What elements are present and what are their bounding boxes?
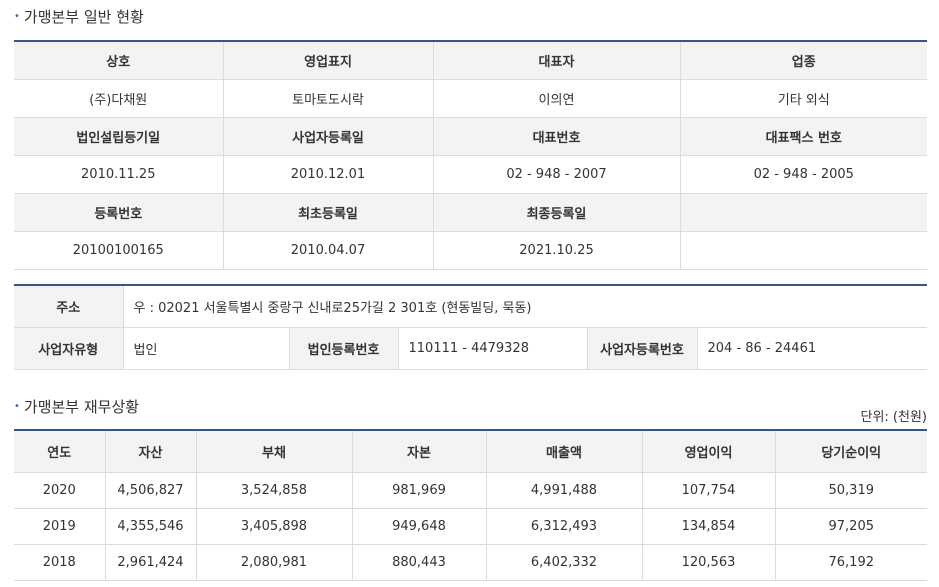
value-phone: 02 - 948 - 2007 <box>432 154 681 194</box>
cell-revenue: 6,312,493 <box>485 507 643 545</box>
value-last-registration: 2021.10.25 <box>432 230 681 270</box>
general-section-title: • 가맹본부 일반 현황 <box>14 6 144 27</box>
biz-type-label: 사업자유형 <box>14 326 124 370</box>
value-brand: 토마토도시락 <box>222 78 434 118</box>
header-incorporation-date: 법인설립등기일 <box>14 116 224 156</box>
cell-net-income: 76,192 <box>774 543 927 581</box>
header-industry: 업종 <box>679 40 927 80</box>
header-phone: 대표번호 <box>432 116 681 156</box>
general-header-row-2: 법인설립등기일 사업자등록일 대표번호 대표팩스 번호 <box>14 116 927 156</box>
cell-year: 2019 <box>14 507 106 545</box>
address-label: 주소 <box>14 284 124 328</box>
value-representative: 이의연 <box>432 78 681 118</box>
address-value: 우 : 02021 서울특별시 중랑구 신내로25가길 2 301호 (현동빌딩… <box>122 284 928 328</box>
cell-net-income: 50,319 <box>774 471 927 509</box>
cell-assets: 2,961,424 <box>104 543 197 581</box>
value-first-registration: 2010.04.07 <box>222 230 434 270</box>
header-registration-number: 등록번호 <box>14 192 224 232</box>
cell-equity: 880,443 <box>351 543 487 581</box>
finance-header-row: 연도 자산 부채 자본 매출액 영업이익 당기순이익 <box>14 429 927 473</box>
cell-net-income: 97,205 <box>774 507 927 545</box>
cell-operating-profit: 120,563 <box>641 543 776 581</box>
value-registration-number: 20100100165 <box>14 230 224 270</box>
finance-title-text: 가맹본부 재무상황 <box>23 398 140 416</box>
value-empty <box>679 230 927 270</box>
header-business-reg-date: 사업자등록일 <box>222 116 434 156</box>
address-row: 주소 우 : 02021 서울특별시 중랑구 신내로25가길 2 301호 (현… <box>14 284 928 328</box>
header-liabilities: 부채 <box>195 429 353 473</box>
header-equity: 자본 <box>351 429 487 473</box>
cell-assets: 4,355,546 <box>104 507 197 545</box>
cell-equity: 949,648 <box>351 507 487 545</box>
header-revenue: 매출액 <box>485 429 643 473</box>
cell-assets: 4,506,827 <box>104 471 197 509</box>
header-net-income: 당기순이익 <box>774 429 927 473</box>
cell-equity: 981,969 <box>351 471 487 509</box>
address-table: 주소 우 : 02021 서울특별시 중랑구 신내로25가길 2 301호 (현… <box>14 284 928 370</box>
header-operating-profit: 영업이익 <box>641 429 776 473</box>
value-industry: 기타 외식 <box>679 78 927 118</box>
finance-section-title: • 가맹본부 재무상황 <box>14 396 139 417</box>
general-header-row-3: 등록번호 최초등록일 최종등록일 <box>14 192 927 232</box>
finance-table: 연도 자산 부채 자본 매출액 영업이익 당기순이익 2020 4,506,82… <box>14 429 927 581</box>
biz-type-value: 법인 <box>122 326 290 370</box>
biz-reg-label: 사업자등록번호 <box>586 326 698 370</box>
header-representative: 대표자 <box>432 40 681 80</box>
cell-revenue: 6,402,332 <box>485 543 643 581</box>
header-fax: 대표팩스 번호 <box>679 116 927 156</box>
table-row: 2020 4,506,827 3,524,858 981,969 4,991,4… <box>14 471 927 509</box>
general-title-text: 가맹본부 일반 현황 <box>23 8 144 26</box>
cell-liabilities: 2,080,981 <box>195 543 353 581</box>
general-value-row-1: (주)다채원 토마토도시락 이의연 기타 외식 <box>14 78 927 118</box>
cell-liabilities: 3,405,898 <box>195 507 353 545</box>
general-value-row-3: 20100100165 2010.04.07 2021.10.25 <box>14 230 927 270</box>
general-header-row-1: 상호 영업표지 대표자 업종 <box>14 40 927 80</box>
header-first-registration: 최초등록일 <box>222 192 434 232</box>
header-last-registration: 최종등록일 <box>432 192 681 232</box>
cell-operating-profit: 134,854 <box>641 507 776 545</box>
corp-reg-value: 110111 - 4479328 <box>397 326 588 370</box>
cell-year: 2018 <box>14 543 106 581</box>
value-fax: 02 - 948 - 2005 <box>679 154 927 194</box>
unit-label: 단위: (천원) <box>860 410 928 425</box>
header-year: 연도 <box>14 429 106 473</box>
cell-liabilities: 3,524,858 <box>195 471 353 509</box>
value-business-reg-date: 2010.12.01 <box>222 154 434 194</box>
value-company-name: (주)다채원 <box>14 78 224 118</box>
biz-reg-value: 204 - 86 - 24461 <box>696 326 928 370</box>
cell-operating-profit: 107,754 <box>641 471 776 509</box>
table-row: 2019 4,355,546 3,405,898 949,648 6,312,4… <box>14 507 927 545</box>
bullet-icon: • <box>14 401 20 412</box>
header-empty <box>679 192 927 232</box>
bullet-icon: • <box>14 11 20 22</box>
corp-reg-label: 법인등록번호 <box>288 326 399 370</box>
header-company-name: 상호 <box>14 40 224 80</box>
cell-year: 2020 <box>14 471 106 509</box>
value-incorporation-date: 2010.11.25 <box>14 154 224 194</box>
header-brand: 영업표지 <box>222 40 434 80</box>
business-type-row: 사업자유형 법인 법인등록번호 110111 - 4479328 사업자등록번호… <box>14 326 928 370</box>
general-value-row-2: 2010.11.25 2010.12.01 02 - 948 - 2007 02… <box>14 154 927 194</box>
header-assets: 자산 <box>104 429 197 473</box>
general-info-table: 상호 영업표지 대표자 업종 (주)다채원 토마토도시락 이의연 기타 외식 법… <box>14 40 927 270</box>
cell-revenue: 4,991,488 <box>485 471 643 509</box>
table-row: 2018 2,961,424 2,080,981 880,443 6,402,3… <box>14 543 927 581</box>
